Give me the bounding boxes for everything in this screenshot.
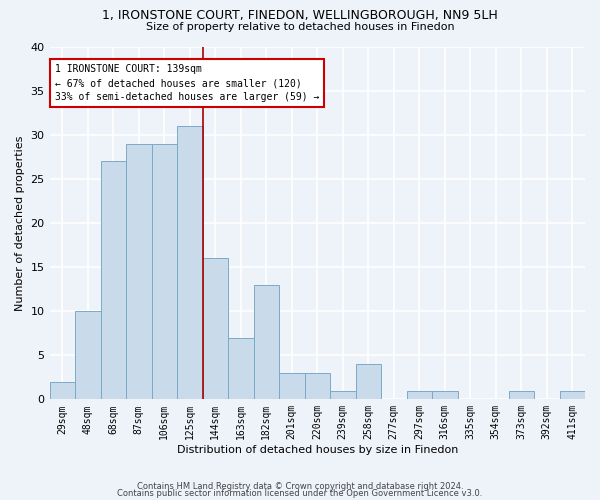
- Text: 1 IRONSTONE COURT: 139sqm
← 67% of detached houses are smaller (120)
33% of semi: 1 IRONSTONE COURT: 139sqm ← 67% of detac…: [55, 64, 319, 102]
- Bar: [152, 144, 177, 400]
- Bar: [509, 390, 534, 400]
- Text: Size of property relative to detached houses in Finedon: Size of property relative to detached ho…: [146, 22, 454, 32]
- Bar: [203, 258, 228, 400]
- Bar: [75, 311, 101, 400]
- Bar: [407, 390, 432, 400]
- Y-axis label: Number of detached properties: Number of detached properties: [15, 135, 25, 310]
- Bar: [279, 373, 305, 400]
- Bar: [177, 126, 203, 400]
- Bar: [330, 390, 356, 400]
- Bar: [126, 144, 152, 400]
- Bar: [228, 338, 254, 400]
- Text: Contains public sector information licensed under the Open Government Licence v3: Contains public sector information licen…: [118, 489, 482, 498]
- Bar: [560, 390, 585, 400]
- Bar: [356, 364, 381, 400]
- Bar: [254, 284, 279, 400]
- Bar: [50, 382, 75, 400]
- Text: 1, IRONSTONE COURT, FINEDON, WELLINGBOROUGH, NN9 5LH: 1, IRONSTONE COURT, FINEDON, WELLINGBORO…: [102, 9, 498, 22]
- Text: Contains HM Land Registry data © Crown copyright and database right 2024.: Contains HM Land Registry data © Crown c…: [137, 482, 463, 491]
- Bar: [305, 373, 330, 400]
- Bar: [101, 161, 126, 400]
- Bar: [432, 390, 458, 400]
- X-axis label: Distribution of detached houses by size in Finedon: Distribution of detached houses by size …: [176, 445, 458, 455]
